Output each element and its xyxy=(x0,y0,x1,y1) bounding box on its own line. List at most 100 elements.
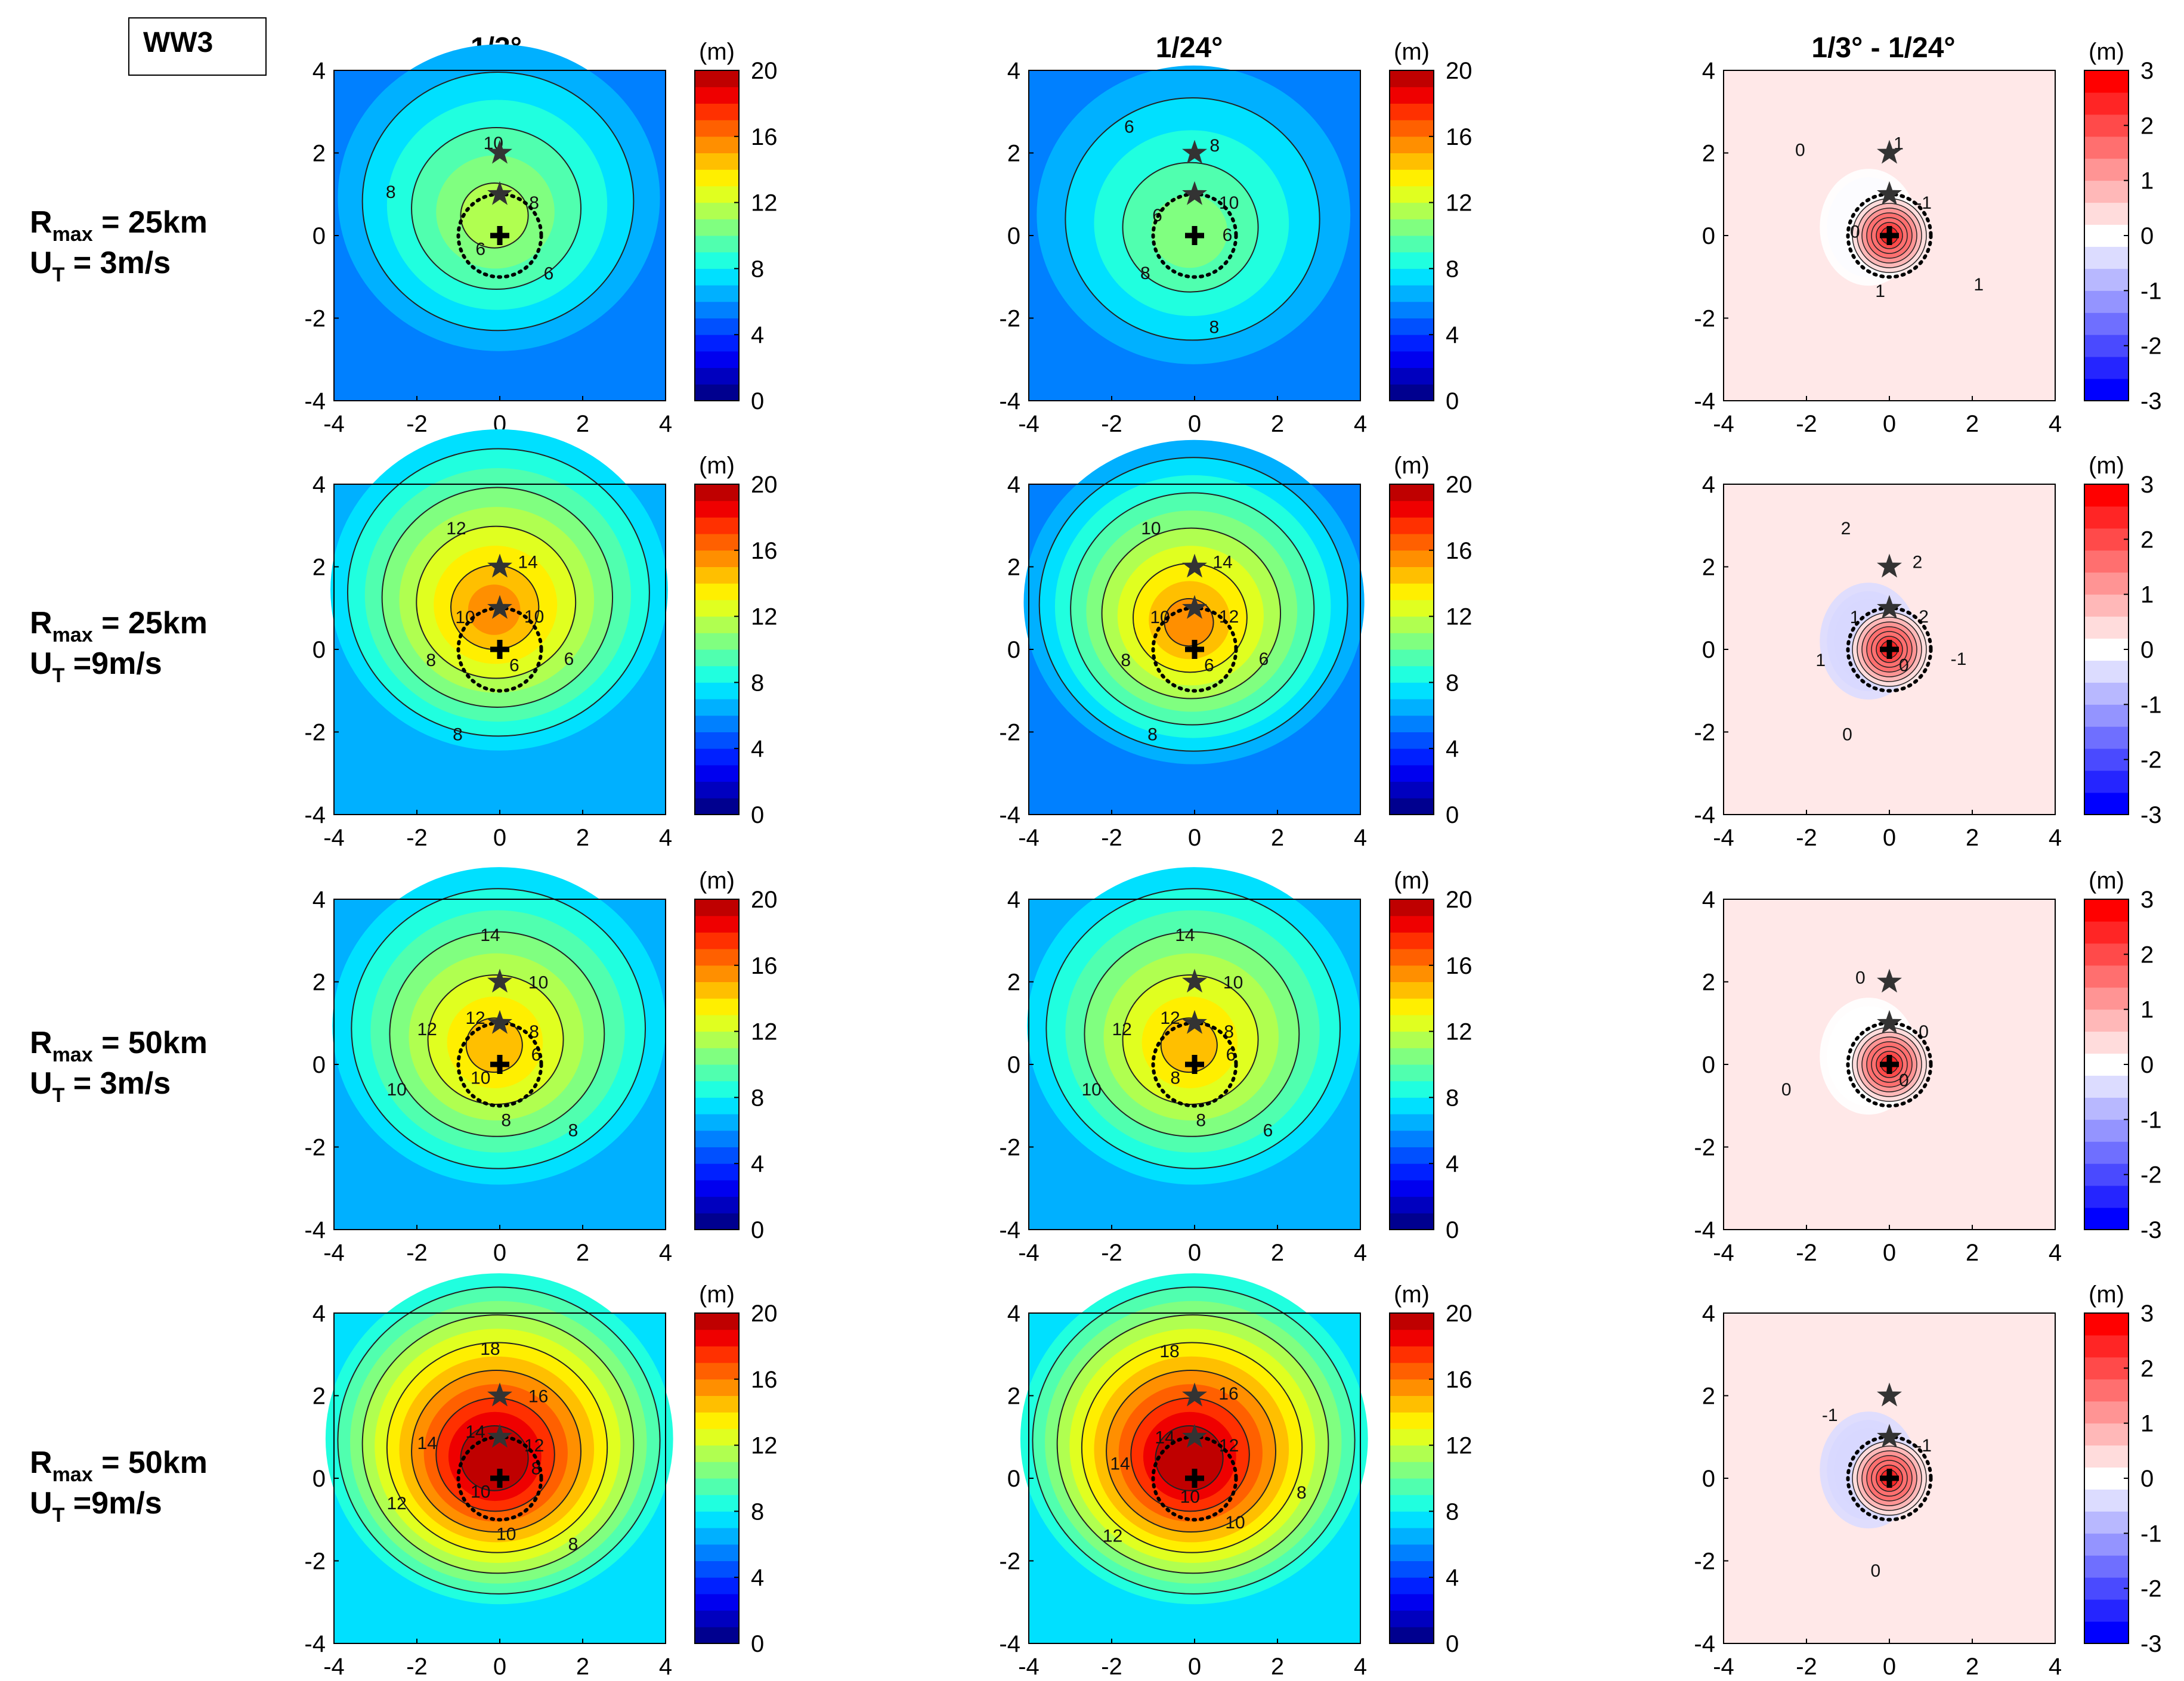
contour-label: 16 xyxy=(528,1386,548,1406)
contour-label: 0 xyxy=(1899,656,1909,676)
contour-label: -1 xyxy=(1951,649,1967,669)
y-tick-label: 4 xyxy=(1702,1301,1715,1327)
colorbar-segment xyxy=(1390,1511,1434,1528)
colorbar-segment xyxy=(1390,1544,1434,1561)
contour-line xyxy=(1876,1465,1903,1492)
contour-label: 0 xyxy=(1842,725,1852,744)
storm-center-cross xyxy=(490,640,509,659)
contour-line xyxy=(1122,162,1259,293)
colorbar-segment xyxy=(695,1130,739,1147)
colorbar-segment xyxy=(2084,506,2129,529)
y-tick-label: 2 xyxy=(1007,141,1020,167)
colorbar-segment xyxy=(1390,1064,1434,1082)
y-tick-label: 0 xyxy=(1007,1052,1020,1078)
y-tick-label: -2 xyxy=(999,1135,1020,1161)
y-tick-label: 0 xyxy=(1007,637,1020,663)
contour-line xyxy=(1045,888,1341,1169)
colorbar-tick-label: 12 xyxy=(1446,604,1473,630)
colorbar-segment xyxy=(695,1031,739,1048)
colorbar-segment xyxy=(1390,517,1434,534)
y-tick-label: 0 xyxy=(1702,1052,1715,1078)
colorbar-segment xyxy=(2084,792,2129,815)
y-tick-label: 0 xyxy=(1702,223,1715,249)
y-tick-label: -2 xyxy=(304,1549,326,1575)
colorbar-segment xyxy=(1390,915,1434,933)
contour-label: 6 xyxy=(1259,649,1269,669)
y-tick-label: 4 xyxy=(1702,887,1715,913)
contour-label: 12 xyxy=(1160,1008,1180,1028)
y-tick-label: 0 xyxy=(313,1052,326,1078)
contour-label: 0 xyxy=(1855,968,1866,987)
colorbar-segment xyxy=(2084,1379,2129,1402)
colorbar-segment xyxy=(695,500,739,518)
colorbar-segment xyxy=(695,367,739,385)
colorbar-segment xyxy=(2084,770,2129,793)
colorbar-tick-label: 8 xyxy=(751,256,764,282)
contour-label: 8 xyxy=(1140,264,1150,283)
colorbar-segment xyxy=(695,301,739,318)
contour-label: 1 xyxy=(1815,651,1826,670)
svg-text:Rmax = 50km: Rmax = 50km xyxy=(30,1445,208,1486)
colorbar-frame xyxy=(1389,1312,1434,1644)
contour-label: 0 xyxy=(1899,1071,1909,1091)
colorbar-frame xyxy=(1389,484,1434,815)
colorbar-tick-label: 8 xyxy=(1446,670,1459,696)
y-tick-label: -4 xyxy=(999,1631,1020,1657)
y-tick-label: -4 xyxy=(1694,802,1715,828)
contour-label: 8 xyxy=(568,1535,579,1555)
colorbar-tick-label: 12 xyxy=(751,1433,778,1459)
contour-line xyxy=(1070,492,1315,726)
colorbar-frame xyxy=(694,899,740,1230)
contour-label: 8 xyxy=(1209,136,1220,156)
colorbar-segment xyxy=(2084,1119,2129,1142)
colorbar-segment xyxy=(2084,1031,2129,1054)
colorbar-segment xyxy=(695,1379,739,1396)
contour-label: 8 xyxy=(1121,651,1131,670)
colorbar-segment xyxy=(695,915,739,933)
colorbar-tick-label: 16 xyxy=(1446,1367,1473,1393)
colorbar-segment xyxy=(2084,1009,2129,1032)
colorbar-segment xyxy=(2084,638,2129,661)
colorbar-segment xyxy=(695,550,739,567)
y-tick-label: -4 xyxy=(999,388,1020,414)
colorbar-segment xyxy=(2084,1053,2129,1076)
contour-label: 6 xyxy=(509,656,519,676)
contour-label: 8 xyxy=(426,651,436,670)
x-tick-label: 0 xyxy=(1188,411,1201,437)
colorbar-segment xyxy=(2084,1075,2129,1098)
y-tick-label: -4 xyxy=(304,802,326,828)
x-tick-label: 4 xyxy=(2049,411,2062,437)
colorbar-segment xyxy=(2084,335,2129,357)
x-tick-label: 0 xyxy=(1188,1240,1201,1266)
colorbar-tick-label: 1 xyxy=(2140,997,2154,1023)
contour-label: 6 xyxy=(544,264,554,283)
colorbar-units: (m) xyxy=(699,868,735,894)
colorbar-segment xyxy=(2084,1599,2129,1622)
colorbar-tick-label: -2 xyxy=(2140,747,2162,773)
x-tick-label: 0 xyxy=(493,1654,506,1680)
colorbar-segment xyxy=(1390,649,1434,667)
svg-text:UT = 3m/s: UT = 3m/s xyxy=(30,1066,171,1107)
contour-label: 8 xyxy=(501,1110,511,1130)
contour-label: 6 xyxy=(1124,117,1134,137)
contour-label: 10 xyxy=(1081,1080,1101,1100)
y-tick-label: 2 xyxy=(1702,141,1715,167)
x-tick-label: 2 xyxy=(1966,825,1979,851)
colorbar-segment xyxy=(1390,1346,1434,1363)
colorbar-tick-label: 8 xyxy=(751,1499,764,1525)
contour-label: 12 xyxy=(417,1020,437,1039)
contour-label: 2 xyxy=(1913,553,1923,572)
y-tick-label: 2 xyxy=(1007,555,1020,581)
colorbar-segment xyxy=(695,517,739,534)
colorbar-segment xyxy=(695,798,739,815)
x-tick-label: -4 xyxy=(1018,1654,1040,1680)
y-tick-label: 2 xyxy=(1702,970,1715,996)
colorbar-segment xyxy=(695,169,739,187)
y-tick-label: 2 xyxy=(1007,970,1020,996)
colorbar-segment xyxy=(2084,550,2129,573)
contour-label: 14 xyxy=(417,1434,437,1453)
row-label-1: Rmax = 25km UT = 3m/s xyxy=(30,205,208,286)
